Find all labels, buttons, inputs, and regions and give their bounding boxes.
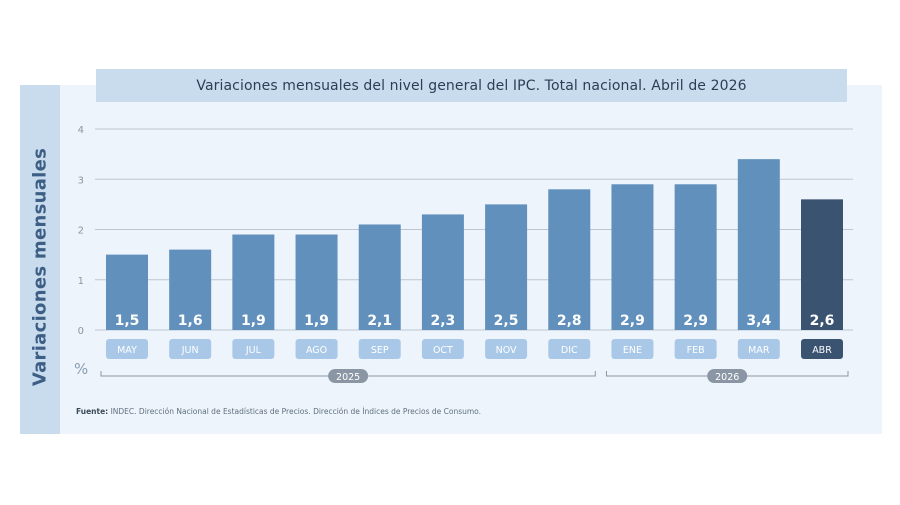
y-tick-label-2: 2 (78, 226, 84, 237)
month-pill-jul (232, 339, 275, 359)
year-pill-2026 (707, 369, 748, 383)
unit-label: % (74, 360, 89, 378)
x-tick-label-may: MAY (117, 345, 137, 356)
month-pill-mar (737, 339, 780, 359)
x-tick-label-oct: OCT (433, 345, 453, 356)
bar-may (106, 254, 148, 330)
bar-jul (232, 234, 275, 330)
month-pill-abr (801, 339, 843, 359)
data-label-ene: 2,9 (620, 313, 645, 329)
data-label-jul: 1,9 (241, 313, 266, 329)
data-label-dic: 2,8 (557, 313, 582, 329)
y-tick-label-0: 0 (78, 326, 84, 337)
data-label-sep: 2,1 (367, 313, 392, 329)
data-label-ago: 1,9 (304, 313, 329, 329)
bar-dic (548, 189, 591, 330)
year-label-2025: 2025 (336, 372, 360, 383)
month-pill-dic (548, 339, 591, 359)
title-bar: Variaciones mensuales del nivel general … (96, 69, 847, 102)
month-pill-feb (674, 339, 717, 359)
source-note: Fuente: INDEC. Dirección Nacional de Est… (76, 407, 481, 416)
x-tick-label-jul: JUL (245, 345, 262, 356)
data-label-jun: 1,6 (178, 313, 203, 329)
bar-mar (737, 159, 780, 330)
x-tick-label-ago: AGO (306, 345, 327, 356)
month-pill-jun (169, 339, 212, 359)
x-tick-label-jun: JUN (181, 345, 199, 356)
data-label-oct: 2,3 (431, 313, 456, 329)
x-tick-label-nov: NOV (496, 345, 517, 356)
y-tick-label-4: 4 (78, 125, 84, 136)
bar-nov (485, 204, 528, 330)
month-pill-nov (485, 339, 528, 359)
data-label-abr: 2,6 (810, 313, 835, 329)
data-label-mar: 3,4 (746, 313, 771, 329)
bar-sep (358, 224, 401, 330)
x-tick-label-mar: MAR (748, 345, 770, 356)
y-tick-label-1: 1 (78, 276, 84, 287)
month-pill-ago (295, 339, 338, 359)
source-text: INDEC. Dirección Nacional de Estadística… (108, 407, 482, 416)
source-label: Fuente: (76, 407, 109, 416)
month-pill-ene (611, 339, 654, 359)
bar-ene (611, 184, 654, 330)
year-pill-2025 (328, 369, 369, 383)
x-tick-label-ene: ENE (623, 345, 642, 356)
bar-abr (801, 199, 843, 330)
chart-title: Variaciones mensuales del nivel general … (196, 77, 747, 94)
x-tick-label-sep: SEP (371, 345, 389, 356)
data-label-feb: 2,9 (683, 313, 708, 329)
month-pill-may (106, 339, 148, 359)
side-band (20, 85, 60, 434)
x-tick-label-feb: FEB (687, 345, 705, 356)
y-tick-label-3: 3 (78, 175, 84, 186)
x-tick-label-abr: ABR (812, 345, 832, 356)
data-label-nov: 2,5 (494, 313, 519, 329)
month-pill-oct (421, 339, 464, 359)
bar-ago (295, 234, 338, 330)
month-pill-sep (358, 339, 401, 359)
data-label-may: 1,5 (115, 313, 140, 329)
year-label-2026: 2026 (715, 372, 739, 383)
bar-feb (674, 184, 717, 330)
x-tick-label-dic: DIC (561, 345, 578, 356)
bar-oct (421, 214, 464, 330)
bar-jun (169, 249, 212, 330)
